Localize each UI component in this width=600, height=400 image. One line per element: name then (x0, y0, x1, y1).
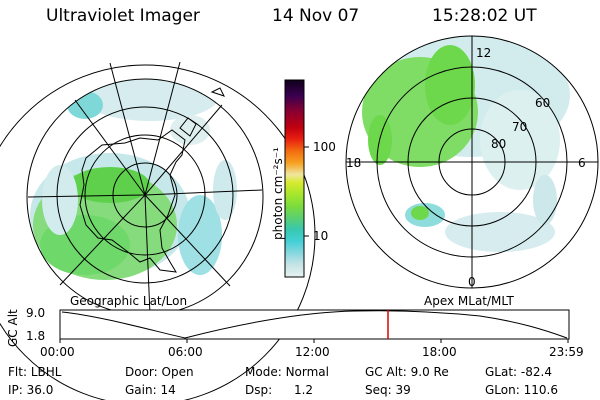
geographic-caption: Geographic Lat/Lon (70, 294, 188, 308)
altitude-ytick-max: 9.0 (26, 306, 46, 320)
mlt-label-0: 0 (468, 275, 476, 289)
altitude-plot (59, 309, 570, 343)
altitude-xtick-0000: 00:00 (40, 345, 75, 359)
time-label: 15:28:02 UT (432, 6, 537, 26)
info-door: Door: Open (125, 365, 194, 379)
info-gc-alt: GC Alt: 9.0 Re (365, 365, 449, 379)
info-glat: GLat: -82.4 (485, 365, 552, 379)
info-ip: IP: 36.0 (8, 383, 54, 397)
altitude-xtick-0600: 06:00 (168, 345, 203, 359)
info-mode: Mode: Normal (245, 365, 329, 379)
geographic-map (0, 61, 316, 400)
altitude-ytick-min: 1.8 (26, 329, 46, 343)
colorbar-unit-label: photon cm⁻²s⁻¹ (271, 147, 285, 240)
date-label: 14 Nov 07 (272, 6, 360, 26)
mlt-label-12: 12 (476, 46, 492, 60)
mlt-label-18: 18 (346, 156, 362, 170)
altitude-ylabel: GC Alt (6, 309, 20, 347)
mlat-label-60: 60 (535, 96, 551, 110)
info-seq: Seq: 39 (365, 383, 411, 397)
altitude-xtick-2359: 23:59 (549, 345, 584, 359)
mlat-label-80: 80 (491, 137, 507, 151)
mlt-label-6: 6 (578, 156, 586, 170)
altitude-xtick-1200: 12:00 (295, 345, 330, 359)
info-dsp: Dsp: 1.2 (245, 383, 314, 397)
info-glon: GLon: 110.6 (485, 383, 558, 397)
colorbar (284, 79, 309, 278)
apex-map (345, 35, 599, 289)
left-emission-layer (30, 79, 237, 280)
colorbar-tick-100: 100 (313, 140, 336, 154)
mlat-label-70: 70 (512, 120, 528, 134)
apex-caption: Apex MLat/MLT (424, 294, 514, 308)
colorbar-tick-10: 10 (313, 229, 329, 243)
altitude-xtick-1800: 18:00 (422, 345, 457, 359)
info-flt: Flt: LBHL (8, 365, 62, 379)
info-gain: Gain: 14 (125, 383, 176, 397)
instrument-title: Ultraviolet Imager (46, 6, 200, 26)
